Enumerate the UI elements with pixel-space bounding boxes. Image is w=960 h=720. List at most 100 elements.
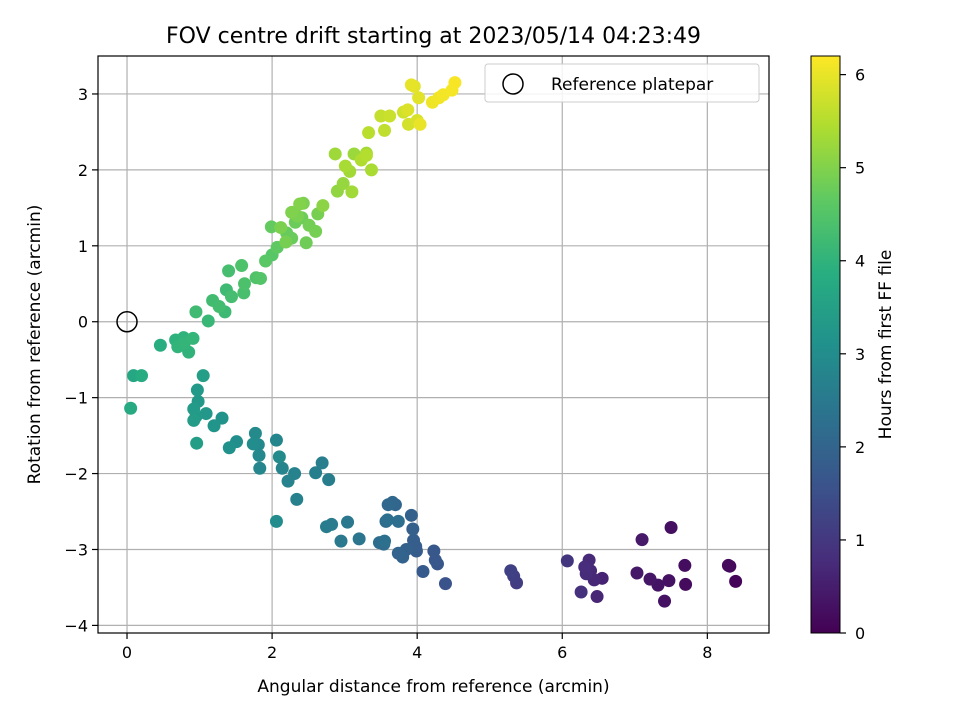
data-point: [187, 413, 201, 427]
data-point: [285, 205, 299, 219]
data-point: [124, 401, 138, 415]
data-point: [290, 492, 304, 506]
x-tick-label: 4: [412, 643, 422, 662]
data-point: [279, 235, 293, 249]
x-axis-label: Angular distance from reference (arcmin): [257, 677, 609, 697]
data-point: [427, 544, 441, 558]
colorbar-tick-label: 1: [855, 531, 865, 550]
data-point: [190, 383, 204, 397]
x-tick-label: 6: [557, 643, 567, 662]
data-point: [404, 78, 418, 92]
data-point: [275, 461, 289, 475]
data-point: [383, 109, 397, 123]
data-point: [406, 522, 420, 536]
y-axis-ticks: −4 −3 −2 −1 0 1 2 3: [64, 85, 98, 635]
data-point: [190, 436, 204, 450]
data-point: [364, 163, 378, 177]
data-point: [153, 338, 167, 352]
data-point: [272, 450, 286, 464]
data-point: [407, 533, 421, 547]
data-point: [721, 558, 735, 572]
data-point: [253, 271, 267, 285]
data-point: [574, 585, 588, 599]
plot-frame: [97, 55, 770, 634]
data-point: [222, 441, 236, 455]
y-axis-label: Rotation from reference (arcmin): [25, 205, 45, 485]
data-point: [238, 277, 252, 291]
data-point: [678, 558, 692, 572]
y-tick-label: 0: [78, 313, 88, 332]
data-point: [269, 514, 283, 528]
data-point: [315, 456, 329, 470]
chart-title: FOV centre drift starting at 2023/05/14 …: [166, 24, 701, 49]
data-point: [391, 514, 405, 528]
data-point: [590, 590, 604, 604]
data-point: [635, 533, 649, 547]
data-point: [630, 566, 644, 580]
data-point: [252, 448, 266, 462]
y-tick-label: −4: [64, 616, 88, 635]
colorbar-tick-label: 2: [855, 438, 865, 457]
y-tick-label: −1: [64, 389, 88, 408]
y-tick-label: 2: [78, 161, 88, 180]
data-point: [189, 305, 203, 319]
data-point: [401, 103, 415, 117]
data-point: [359, 148, 373, 162]
data-point: [662, 574, 676, 588]
x-axis-ticks: 0 2 4 6 8: [122, 633, 712, 662]
legend-label: Reference platepar: [551, 75, 713, 95]
data-point: [679, 577, 693, 591]
colorbar-ticks: 0 1 2 3 4 5 6: [840, 66, 865, 643]
data-point: [322, 473, 336, 487]
data-point: [643, 572, 657, 586]
data-point: [259, 254, 273, 268]
data-point: [253, 461, 267, 475]
data-point: [416, 565, 430, 579]
data-point: [274, 221, 288, 235]
data-point: [316, 199, 330, 213]
data-point: [207, 419, 221, 433]
data-point: [212, 300, 226, 314]
data-point: [448, 76, 462, 90]
y-tick-label: −3: [64, 540, 88, 559]
data-point: [246, 437, 260, 451]
colorbar-tick-label: 4: [855, 252, 865, 271]
colorbar: 0 1 2 3 4 5 6 Hours from first FF file: [810, 55, 896, 643]
colorbar-tick-label: 0: [855, 624, 865, 643]
data-point: [334, 534, 348, 548]
data-point: [336, 177, 350, 191]
data-point: [264, 220, 278, 234]
data-point: [135, 369, 149, 383]
data-point: [293, 197, 307, 211]
data-point: [729, 574, 743, 588]
data-point: [269, 433, 283, 447]
colorbar-tick-label: 6: [855, 66, 865, 85]
data-point: [328, 147, 342, 161]
data-point: [378, 534, 392, 548]
data-point: [341, 515, 355, 529]
data-point: [187, 402, 201, 416]
legend-marker: [502, 73, 524, 95]
colorbar-label: Hours from first FF file: [876, 250, 896, 440]
data-point: [309, 224, 323, 238]
data-point: [352, 532, 366, 546]
x-tick-label: 2: [267, 643, 277, 662]
data-point: [201, 314, 215, 328]
data-point: [362, 126, 376, 140]
data-point: [560, 554, 574, 568]
data-point: [196, 369, 210, 383]
reference-marker: [116, 310, 138, 333]
data-point: [299, 236, 313, 250]
data-point: [199, 407, 213, 421]
data-point: [381, 498, 395, 512]
y-tick-label: 1: [78, 237, 88, 256]
legend: Reference platepar: [484, 63, 760, 103]
data-point: [281, 474, 295, 488]
y-tick-label: 3: [78, 85, 88, 104]
data-point: [378, 123, 392, 137]
data-point: [404, 508, 418, 522]
data-point: [391, 546, 405, 560]
data-points: [124, 76, 743, 608]
data-point: [438, 577, 452, 591]
